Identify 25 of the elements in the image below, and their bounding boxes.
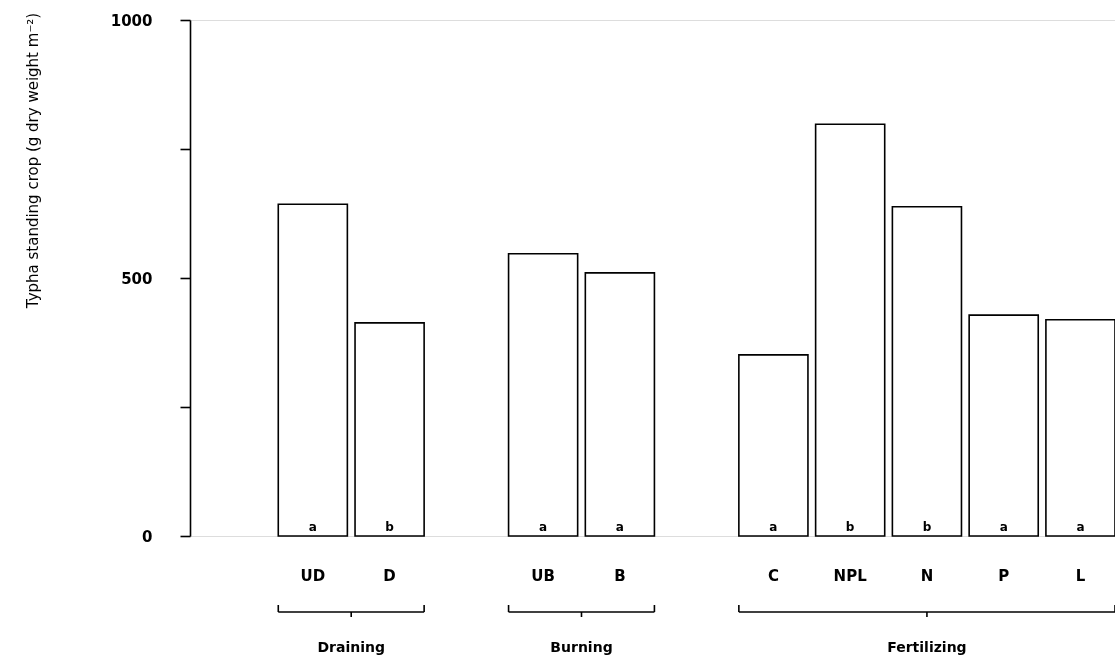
- text: Burning: [550, 639, 613, 655]
- y-tick-label: 0: [142, 527, 153, 546]
- x-tick-label: B: [614, 567, 626, 585]
- x-tick-label: C: [767, 567, 779, 585]
- annotation: a: [308, 520, 317, 534]
- x-tick-label: UB: [531, 567, 555, 585]
- y-axis-title: Typha standing crop (g dry weight m⁻²): [23, 12, 42, 310]
- annotation: a: [1076, 520, 1085, 534]
- x-tick-label: UD: [300, 567, 326, 585]
- annotation: a: [769, 520, 778, 534]
- text: Draining: [317, 639, 385, 655]
- annotation: a: [615, 520, 624, 534]
- annotation: b: [385, 520, 395, 534]
- annotation: b: [922, 520, 932, 534]
- y-tick-label: 500: [121, 269, 153, 288]
- x-tick-label: P: [998, 567, 1010, 585]
- x-tick-label: D: [383, 567, 396, 585]
- y-tick-label: 1000: [110, 11, 153, 30]
- x-tick-label: NPL: [833, 567, 868, 585]
- annotation: a: [999, 520, 1008, 534]
- x-tick-label: N: [920, 567, 934, 585]
- x-tick-label: L: [1075, 567, 1086, 585]
- annotation: a: [539, 520, 548, 534]
- annotation: b: [845, 520, 855, 534]
- text: Fertilizing: [887, 639, 967, 655]
